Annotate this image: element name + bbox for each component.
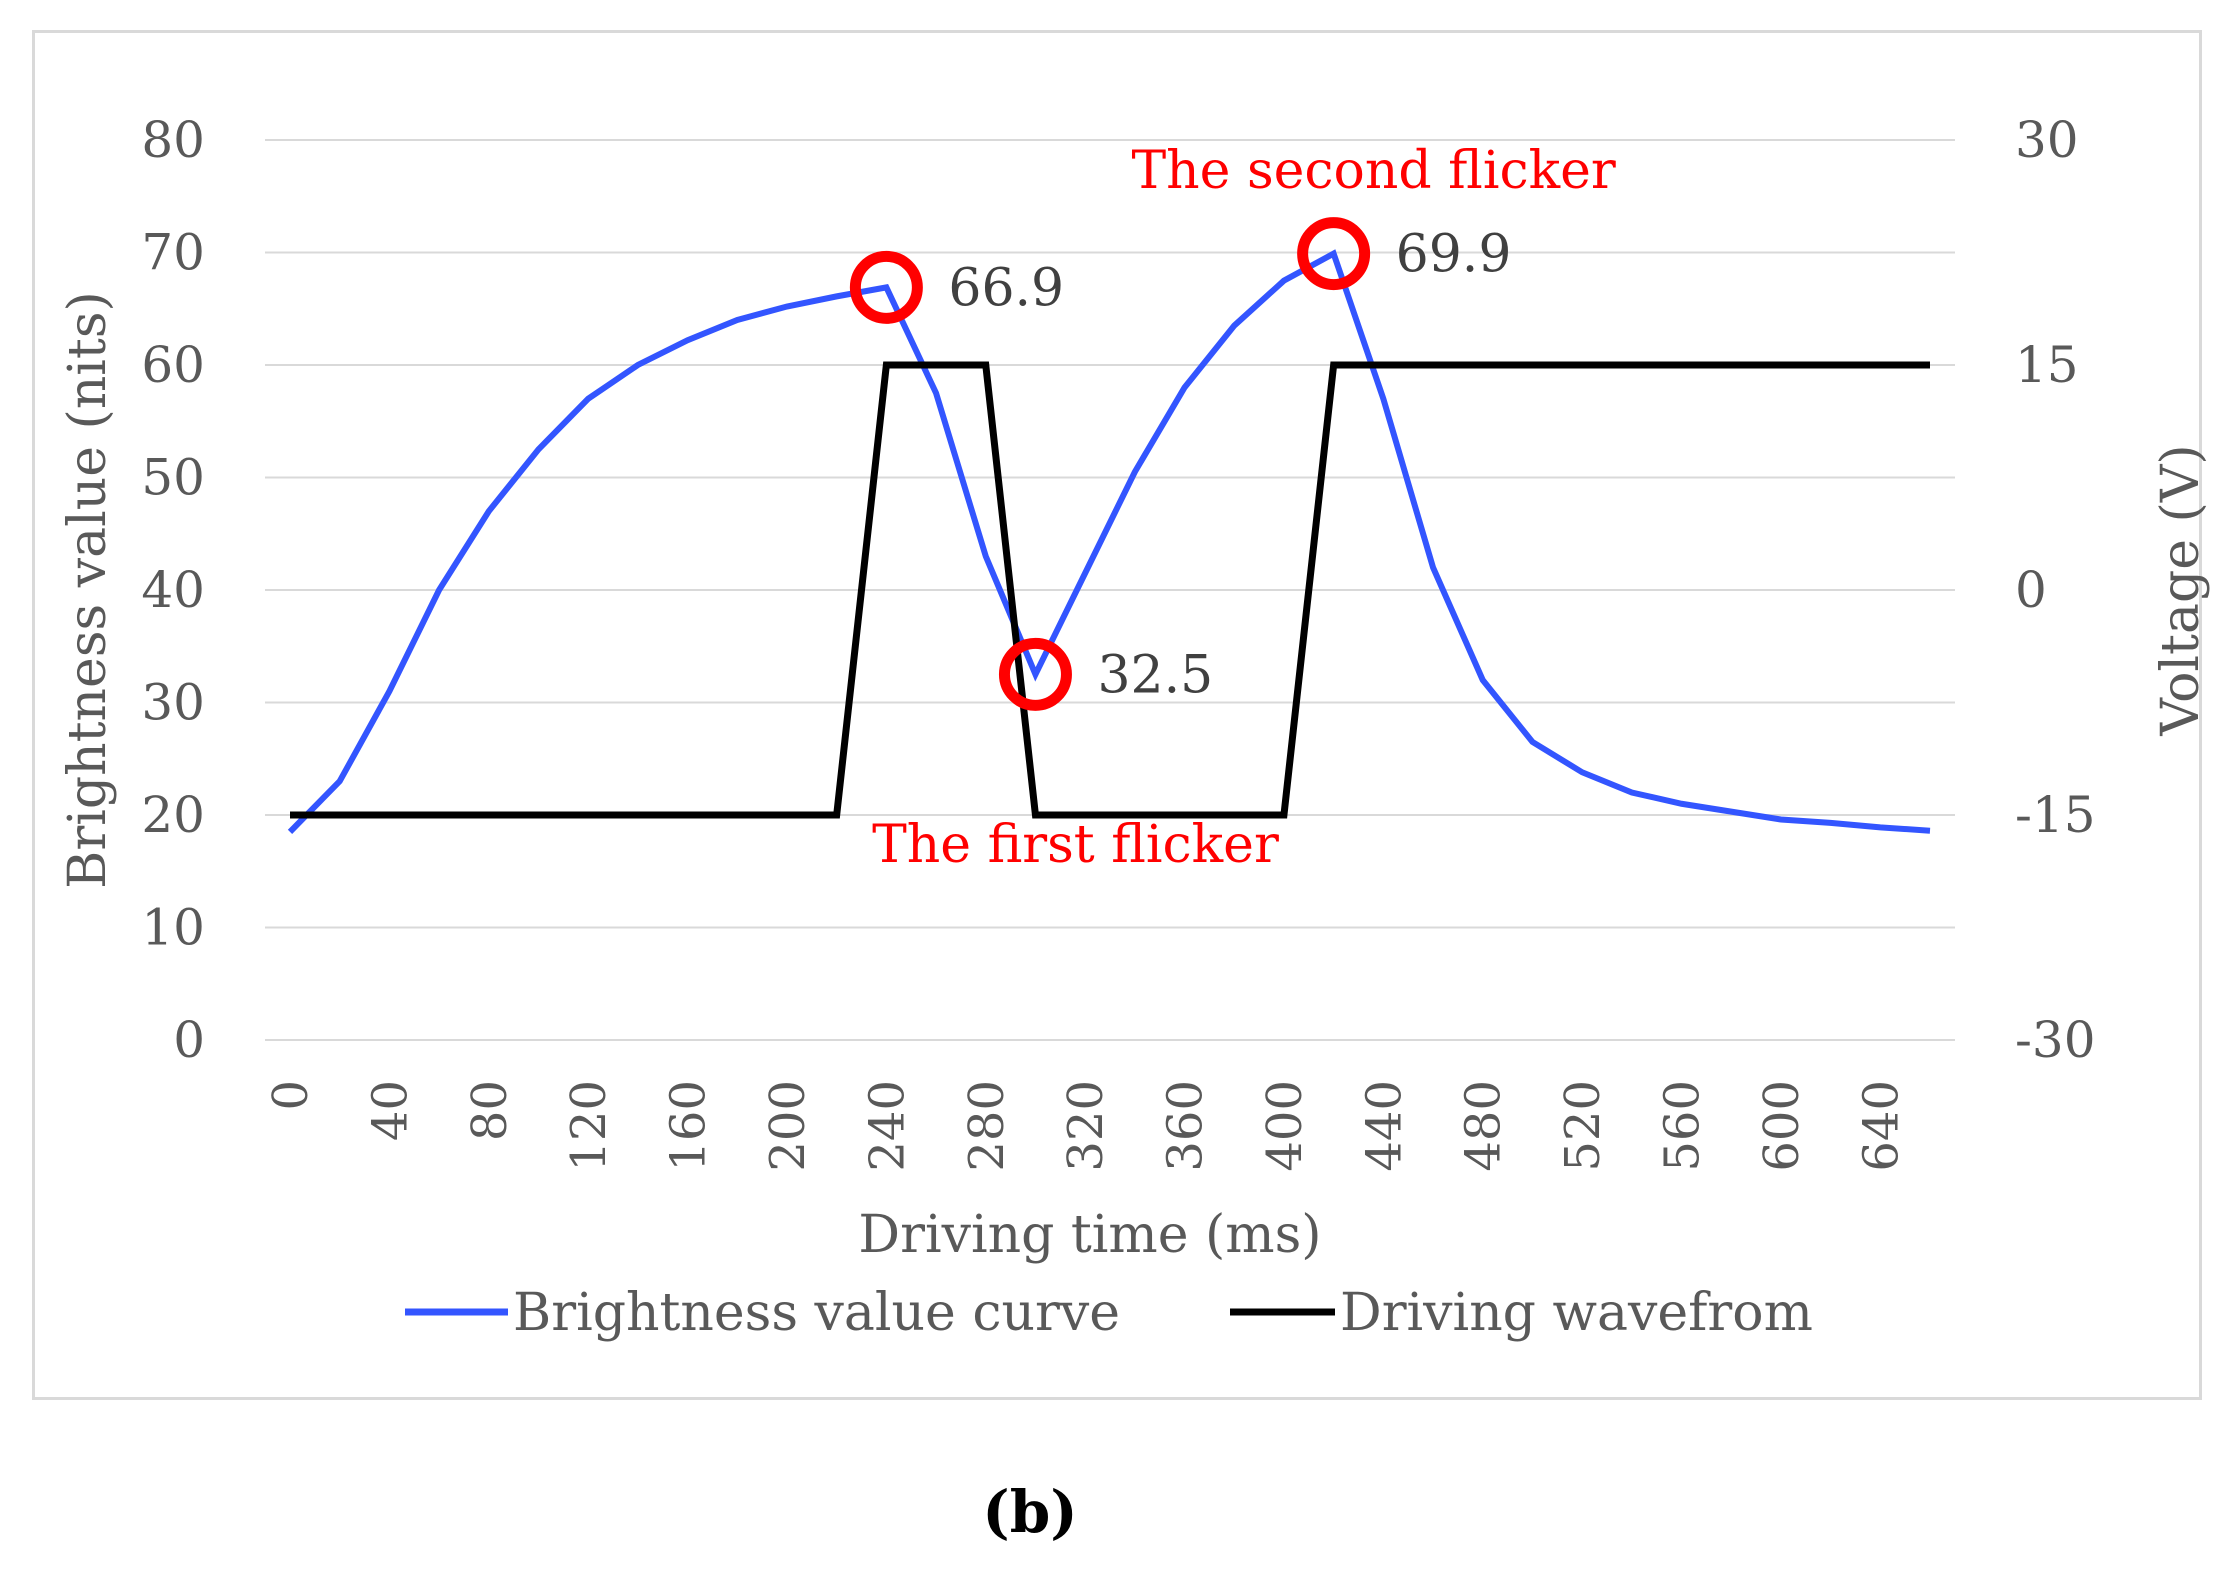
data-label-2: 32.5 — [1097, 645, 1213, 705]
y2-tick-label--30: -30 — [2015, 1011, 2096, 1069]
x-tick-label-600: 600 — [1754, 1080, 1810, 1172]
x-axis-title: Driving time (ms) — [858, 1205, 1321, 1265]
peak-marker-circle-3 — [1297, 217, 1371, 291]
chart-frame — [32, 30, 2202, 1400]
y-tick-label-10: 10 — [141, 899, 205, 957]
series-line-1 — [287, 249, 1931, 834]
x-tick-label-640: 640 — [1853, 1080, 1909, 1172]
series-line-2 — [290, 361, 1930, 819]
x-tick-label-360: 360 — [1158, 1080, 1214, 1172]
y-tick-label-40: 40 — [141, 561, 205, 619]
y-tick-label-60: 60 — [141, 336, 205, 394]
x-tick-label-520: 520 — [1555, 1080, 1611, 1172]
x-tick-label-200: 200 — [760, 1080, 816, 1172]
x-tick-label-160: 160 — [661, 1080, 717, 1172]
legend-label-1: Brightness value curve — [513, 1283, 1120, 1343]
data-label-1: 66.9 — [948, 258, 1064, 318]
y2-tick-label-30: 30 — [2015, 111, 2079, 169]
x-tick-label-560: 560 — [1655, 1080, 1711, 1172]
y-tick-label-70: 70 — [141, 224, 205, 282]
second-flicker-label: The second flicker — [1132, 141, 1616, 201]
x-tick-label-40: 40 — [362, 1080, 418, 1141]
y-axis-title: Brightness value (nits) — [58, 291, 118, 889]
peak-marker-circle-2 — [998, 637, 1072, 711]
x-tick-label-120: 120 — [561, 1080, 617, 1172]
y-tick-label-80: 80 — [141, 111, 205, 169]
x-tick-label-320: 320 — [1058, 1080, 1114, 1172]
peak-marker-circle-1 — [849, 250, 923, 324]
x-tick-label-400: 400 — [1257, 1080, 1313, 1172]
first-flicker-label: The first flicker — [872, 815, 1279, 875]
x-tick-label-0: 0 — [263, 1080, 319, 1111]
x-tick-label-440: 440 — [1356, 1080, 1412, 1172]
data-label-3: 69.9 — [1396, 225, 1512, 285]
x-tick-label-240: 240 — [859, 1080, 915, 1172]
panel-label: (b) — [982, 1478, 1078, 1546]
x-tick-label-80: 80 — [462, 1080, 518, 1141]
x-tick-label-280: 280 — [959, 1080, 1015, 1172]
legend-label-2: Driving wavefrom — [1340, 1283, 1813, 1343]
y-tick-label-30: 30 — [141, 674, 205, 732]
y2-tick-label-15: 15 — [2015, 336, 2079, 394]
y-tick-label-20: 20 — [141, 786, 205, 844]
y2-tick-label--15: -15 — [2015, 786, 2096, 844]
y2-tick-label-0: 0 — [2015, 561, 2047, 619]
y-tick-label-0: 0 — [173, 1011, 205, 1069]
y2-axis-title: Voltage (V) — [2151, 444, 2211, 736]
y-tick-label-50: 50 — [141, 449, 205, 507]
x-tick-label-480: 480 — [1456, 1080, 1512, 1172]
